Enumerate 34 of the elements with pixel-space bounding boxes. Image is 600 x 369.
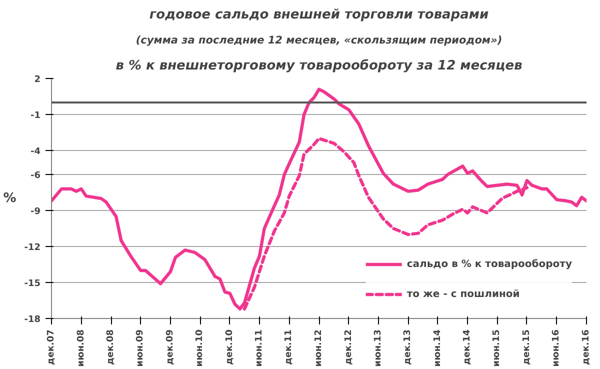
line-series: [52, 88, 586, 310]
chart-title: годовое сальдо внешней торговли товарами: [149, 8, 489, 22]
y-tick-label: -4: [30, 147, 40, 157]
x-tick-label: дек.15: [522, 329, 532, 365]
x-tick-label: июн.14: [432, 330, 443, 367]
y-tick-label: -6: [30, 171, 40, 181]
x-tick-label: дек.08: [106, 329, 116, 365]
x-tick-label: июн.10: [195, 330, 206, 367]
x-tick-label: дек.07: [46, 329, 56, 365]
y-tick-label: 2: [34, 75, 41, 85]
x-tick-label: дек.10: [224, 329, 235, 365]
x-tick-label: дек.14: [462, 329, 473, 365]
x-tick-label: июн.09: [136, 330, 146, 367]
y-tick-label: -15: [24, 279, 41, 289]
x-tick-label: дек.09: [165, 329, 176, 365]
x-tick-label: июн.15: [492, 330, 502, 367]
x-tick-label: дек.12: [344, 329, 354, 365]
chart-subtitle: (сумма за последние 12 месяцев, «скользящим периодом»): [136, 34, 502, 46]
y-tick-label: -1: [30, 111, 40, 121]
legend-label: то же - с пошлиной: [406, 288, 520, 300]
x-tick-label: дек.13: [403, 329, 414, 365]
y-tick-label: -18: [24, 315, 41, 325]
legend-label: сальдо в % к товарообороту: [406, 258, 572, 270]
x-tick-label: июн.16: [552, 330, 562, 367]
x-tick-label: июн.13: [373, 330, 384, 367]
x-tick-label: июн.11: [254, 330, 264, 367]
text: в % к внешнеторговому товарообороту за 12 месяцев: [116, 58, 522, 74]
x-tick-label: дек.11: [284, 329, 294, 365]
y-tick-label: -12: [24, 243, 41, 253]
x-tick-label: дек.16: [582, 329, 592, 365]
x-tick-label: июн.12: [314, 330, 324, 367]
x-tick-label: июн.08: [76, 330, 86, 367]
y-tick-label: -9: [30, 207, 40, 217]
y-axis-title: %: [3, 191, 16, 206]
